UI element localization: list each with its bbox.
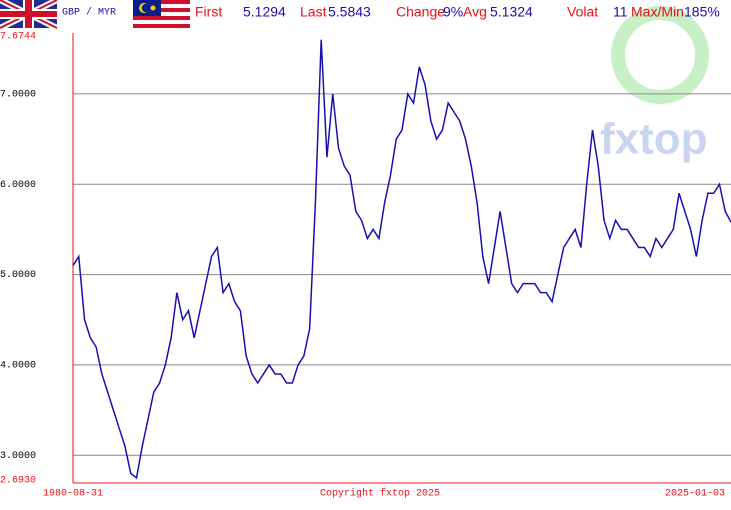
y-tick-label: 3.0000 — [0, 451, 36, 462]
stat-label: Volat — [567, 4, 598, 20]
stat-label: Max/Min — [631, 4, 684, 20]
stat-label: Change — [396, 4, 445, 20]
uk-flag — [0, 0, 59, 31]
stat-value: 5.1294 — [243, 4, 286, 20]
annotation: Copyright fxtop 2025 — [320, 488, 440, 500]
stat-value: 185% — [684, 4, 720, 20]
x-tick-label: 1980-08-31 — [43, 489, 103, 500]
stat-label: Last — [300, 4, 327, 20]
stat-value: 5.5843 — [328, 4, 371, 20]
price-line — [72, 39, 731, 480]
y-tick-label: 7.6744 — [0, 32, 36, 43]
stat-value: 9% — [443, 4, 463, 20]
y-tick-label: 5.0000 — [0, 270, 36, 281]
y-tick-label: 6.0000 — [0, 180, 36, 191]
y-tick-label: 2.6930 — [0, 476, 36, 487]
stat-label: First — [195, 4, 222, 20]
stat-label: Avg — [463, 4, 487, 20]
stat-value: 5.1324 — [490, 4, 533, 20]
my-flag — [133, 0, 190, 28]
x-tick-label: 2025-01-03 — [665, 489, 725, 500]
y-tick-label: 7.0000 — [0, 90, 36, 101]
pair: GBP / MYR — [62, 7, 116, 19]
logo — [611, 6, 709, 104]
stat-value: 11 — [613, 4, 628, 20]
y-tick-label: 4.0000 — [0, 361, 36, 372]
watermark: fxtop — [600, 115, 708, 164]
